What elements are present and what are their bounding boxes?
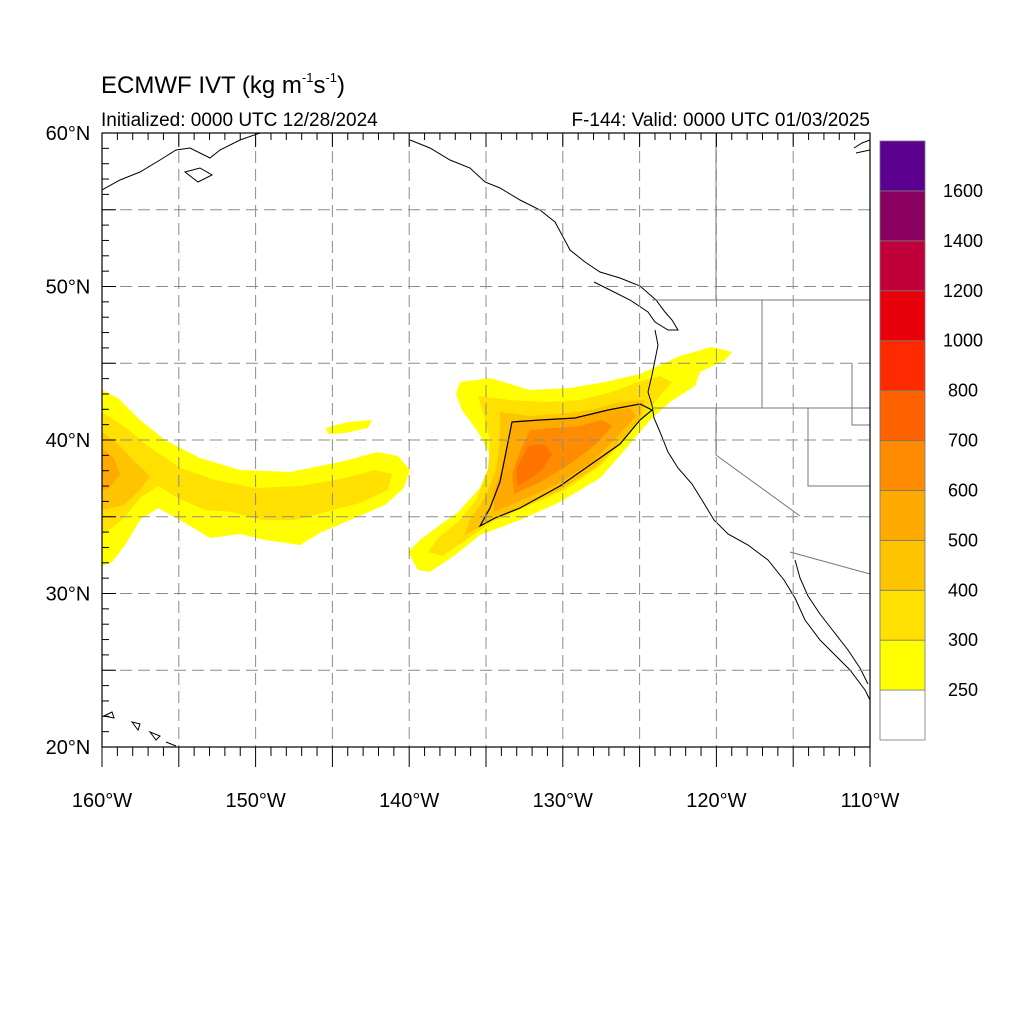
coast-west-us xyxy=(647,329,870,701)
colorbar-swatch xyxy=(879,190,926,242)
valid-time-label: F-144: Valid: 0000 UTC 01/03/2025 xyxy=(571,110,870,131)
colorbar-label: 1600 xyxy=(943,181,983,201)
lon-label: 120°W xyxy=(686,790,746,812)
colorbar-label: 250 xyxy=(948,680,978,700)
gridlines xyxy=(102,133,870,747)
coast-alaska xyxy=(102,133,261,191)
lon-label: 130°W xyxy=(533,790,593,812)
ivt-west-500 xyxy=(102,432,150,510)
lon-label: 150°W xyxy=(225,790,285,812)
ivt-west-600 xyxy=(102,448,120,490)
colorbar-label: 1000 xyxy=(943,331,983,351)
lon-label: 140°W xyxy=(379,790,439,812)
colorbar-swatch xyxy=(879,140,926,192)
lat-label: 30°N xyxy=(46,584,91,606)
lat-label: 60°N xyxy=(46,123,91,145)
lat-label: 40°N xyxy=(46,430,91,452)
colorbar-swatch xyxy=(879,539,926,591)
colorbar-label: 400 xyxy=(948,580,978,600)
lon-label: 160°W xyxy=(72,790,132,812)
colorbar-swatch xyxy=(879,689,926,741)
lat-label: 50°N xyxy=(46,277,91,299)
colorbar-swatch xyxy=(879,340,926,391)
colorbar-label: 1200 xyxy=(943,281,983,301)
init-time-label: Initialized: 0000 UTC 12/28/2024 xyxy=(101,110,378,131)
ivt-ar-700 xyxy=(512,420,612,494)
colorbar-swatch xyxy=(879,240,926,292)
colorbar-swatch xyxy=(879,290,926,342)
colorbar-label: 300 xyxy=(948,630,978,650)
ivt-west-400 xyxy=(102,412,392,535)
colorbar-swatch xyxy=(879,390,926,441)
ivt-shading xyxy=(102,347,732,572)
lon-label: 110°W xyxy=(841,790,900,812)
border-states xyxy=(652,133,870,575)
ivt-speck xyxy=(326,420,372,434)
coast-nwshelf xyxy=(853,139,870,154)
colorbar-swatch xyxy=(879,440,926,491)
ivt-ar-800 xyxy=(516,444,552,486)
colorbar: 250 300 400 500 600 700 800 1000 1200 1400 1600 xyxy=(879,140,983,741)
coast-bc xyxy=(409,139,679,331)
lat-label: 20°N xyxy=(46,737,91,759)
colorbar-label: 500 xyxy=(948,530,978,550)
colorbar-swatch xyxy=(879,639,926,691)
colorbar-label: 700 xyxy=(948,431,978,451)
chart-title: ECMWF IVT (kg m-1s-1) xyxy=(101,70,346,99)
colorbar-swatch xyxy=(879,490,926,541)
axis-labels: 60°N 50°N 40°N 30°N 20°N 160°W 150°W 140°W 130°W… xyxy=(46,123,900,812)
coast-baja xyxy=(794,559,869,685)
colorbar-label: 1400 xyxy=(943,231,983,251)
colorbar-label: 800 xyxy=(948,381,978,401)
axis-ticks xyxy=(101,132,871,767)
colorbar-swatch xyxy=(879,589,926,641)
colorbar-label: 600 xyxy=(948,480,978,500)
coast-hawaii xyxy=(102,711,177,747)
